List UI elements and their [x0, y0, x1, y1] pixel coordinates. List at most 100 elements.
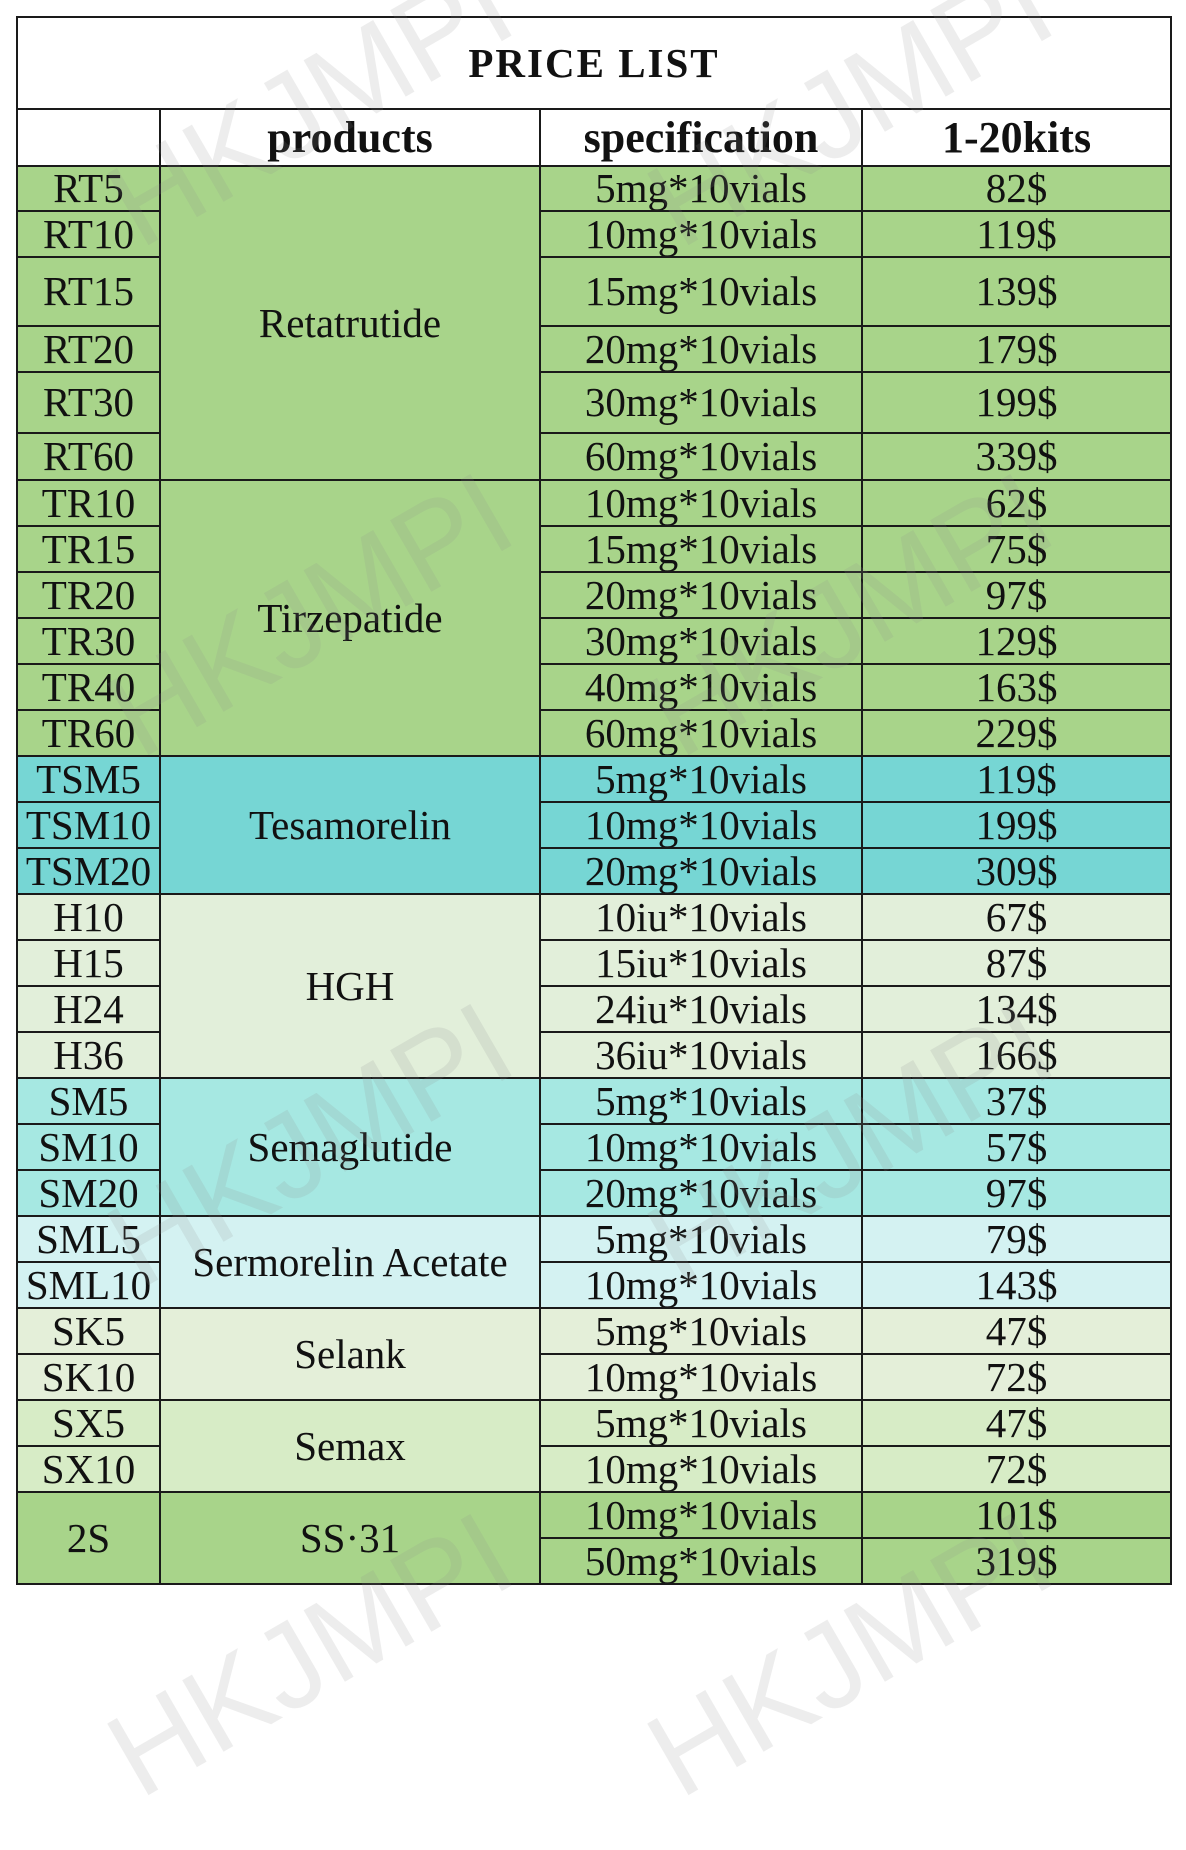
product-code: SK5 [16, 1307, 161, 1355]
price-cell: 87$ [860, 939, 1173, 987]
column-header-price: 1-20kits [860, 108, 1173, 167]
price-cell: 163$ [860, 663, 1173, 711]
price-cell: 82$ [860, 165, 1173, 212]
specification-cell: 5mg*10vials [539, 1399, 863, 1447]
product-name: HGH [159, 893, 541, 1079]
price-cell: 166$ [860, 1031, 1173, 1079]
price-cell: 47$ [860, 1399, 1173, 1447]
price-cell: 119$ [860, 210, 1173, 258]
price-list-sheet: PRICE LIST products specification 1-20ki… [15, 16, 1173, 1836]
table-row: SK10 10mg*10vials 72$ [16, 1353, 1173, 1401]
price-cell: 129$ [860, 617, 1173, 665]
price-cell: 57$ [860, 1123, 1173, 1171]
column-header-code [16, 108, 161, 167]
specification-cell: 5mg*10vials [539, 1077, 863, 1125]
price-cell: 199$ [860, 801, 1173, 849]
table-row: TSM10 10mg*10vials 199$ [16, 801, 1173, 849]
price-cell: 97$ [860, 571, 1173, 619]
table-row: TSM5 Tesamorelin 5mg*10vials 119$ [16, 755, 1173, 895]
product-code: SM10 [16, 1123, 161, 1171]
specification-cell: 10mg*10vials [539, 479, 863, 527]
product-code: TR60 [16, 709, 161, 757]
price-cell: 37$ [860, 1077, 1173, 1125]
table-row: SML10 10mg*10vials 143$ [16, 1261, 1173, 1309]
table-row: TR40 40mg*10vials 163$ [16, 663, 1173, 711]
table-row: RT10 10mg*10vials 119$ [16, 210, 1173, 258]
table-row: H15 15iu*10vials 87$ [16, 939, 1173, 987]
product-code: SX10 [16, 1445, 161, 1493]
product-code: TR40 [16, 663, 161, 711]
table-row: 2S SS·31 10mg*10vials 101$ [16, 1491, 1173, 1585]
product-code: TR30 [16, 617, 161, 665]
column-header-products: products [159, 108, 541, 167]
table-row: SML5 Sermorelin Acetate 5mg*10vials 79$ [16, 1215, 1173, 1309]
table-row: SM10 10mg*10vials 57$ [16, 1123, 1173, 1171]
specification-cell: 50mg*10vials [539, 1537, 863, 1585]
product-code: TSM20 [16, 847, 161, 895]
specification-cell: 10mg*10vials [539, 1261, 863, 1309]
specification-cell: 5mg*10vials [539, 755, 863, 803]
table-row: TR30 30mg*10vials 129$ [16, 617, 1173, 665]
product-name: Tesamorelin [159, 755, 541, 895]
product-code: RT10 [16, 210, 161, 258]
price-cell: 72$ [860, 1445, 1173, 1493]
price-cell: 119$ [860, 755, 1173, 803]
price-cell: 139$ [860, 256, 1173, 327]
specification-cell: 36iu*10vials [539, 1031, 863, 1079]
product-code: SX5 [16, 1399, 161, 1447]
product-name: Sermorelin Acetate [159, 1215, 541, 1309]
price-cell: 143$ [860, 1261, 1173, 1309]
specification-cell: 10mg*10vials [539, 1353, 863, 1401]
price-cell: 229$ [860, 709, 1173, 757]
specification-cell: 15iu*10vials [539, 939, 863, 987]
specification-cell: 10mg*10vials [539, 210, 863, 258]
specification-cell: 10mg*10vials [539, 1491, 863, 1539]
product-code: H10 [16, 893, 161, 941]
specification-cell: 20mg*10vials [539, 847, 863, 895]
price-cell: 101$ [860, 1491, 1173, 1539]
specification-cell: 10mg*10vials [539, 801, 863, 849]
table-row: 50mg*10vials 319$ [17, 1537, 1173, 1585]
specification-cell: 20mg*10vials [539, 571, 863, 619]
product-code: SM20 [16, 1169, 161, 1217]
specification-cell: 10mg*10vials [539, 1445, 863, 1493]
table-row: SK5 Selank 5mg*10vials 47$ [16, 1307, 1173, 1401]
product-name: SS·31 [159, 1491, 541, 1585]
product-code: H15 [16, 939, 161, 987]
product-code: SML5 [16, 1215, 161, 1263]
header-row: products specification 1-20kits [16, 108, 1173, 167]
product-code: TSM5 [16, 755, 161, 803]
product-code: RT20 [16, 325, 161, 373]
product-code: SML10 [16, 1261, 161, 1309]
product-code: H36 [16, 1031, 161, 1079]
product-code: SK10 [16, 1353, 161, 1401]
specification-cell: 30mg*10vials [539, 371, 863, 434]
price-cell: 199$ [860, 371, 1173, 434]
specification-cell: 5mg*10vials [539, 1215, 863, 1263]
product-code: TSM10 [16, 801, 161, 849]
price-cell: 134$ [860, 985, 1173, 1033]
specification-cell: 24iu*10vials [539, 985, 863, 1033]
product-code: RT15 [16, 256, 161, 327]
product-code: RT5 [16, 165, 161, 212]
table-row: TR60 60mg*10vials 229$ [16, 709, 1173, 757]
product-code: TR15 [16, 525, 161, 573]
specification-cell: 5mg*10vials [539, 1307, 863, 1355]
price-table: PRICE LIST products specification 1-20ki… [15, 16, 1173, 1585]
column-header-specification: specification [539, 108, 863, 167]
specification-cell: 15mg*10vials [539, 256, 863, 327]
table-row: H24 24iu*10vials 134$ [16, 985, 1173, 1033]
product-code: RT30 [16, 371, 161, 434]
table-row: SM20 20mg*10vials 97$ [16, 1169, 1173, 1217]
price-cell: 72$ [860, 1353, 1173, 1401]
product-name: Retatrutide [159, 165, 541, 481]
price-cell: 75$ [860, 525, 1173, 573]
specification-cell: 5mg*10vials [539, 165, 863, 212]
product-code: H24 [16, 985, 161, 1033]
table-row: RT15 15mg*10vials 139$ [16, 256, 1173, 327]
table-row: TSM20 20mg*10vials 309$ [16, 847, 1173, 895]
specification-cell: 10mg*10vials [539, 1123, 863, 1171]
table-row: H36 36iu*10vials 166$ [16, 1031, 1173, 1079]
table-row: SX5 Semax 5mg*10vials 47$ [16, 1399, 1173, 1493]
price-cell: 79$ [860, 1215, 1173, 1263]
